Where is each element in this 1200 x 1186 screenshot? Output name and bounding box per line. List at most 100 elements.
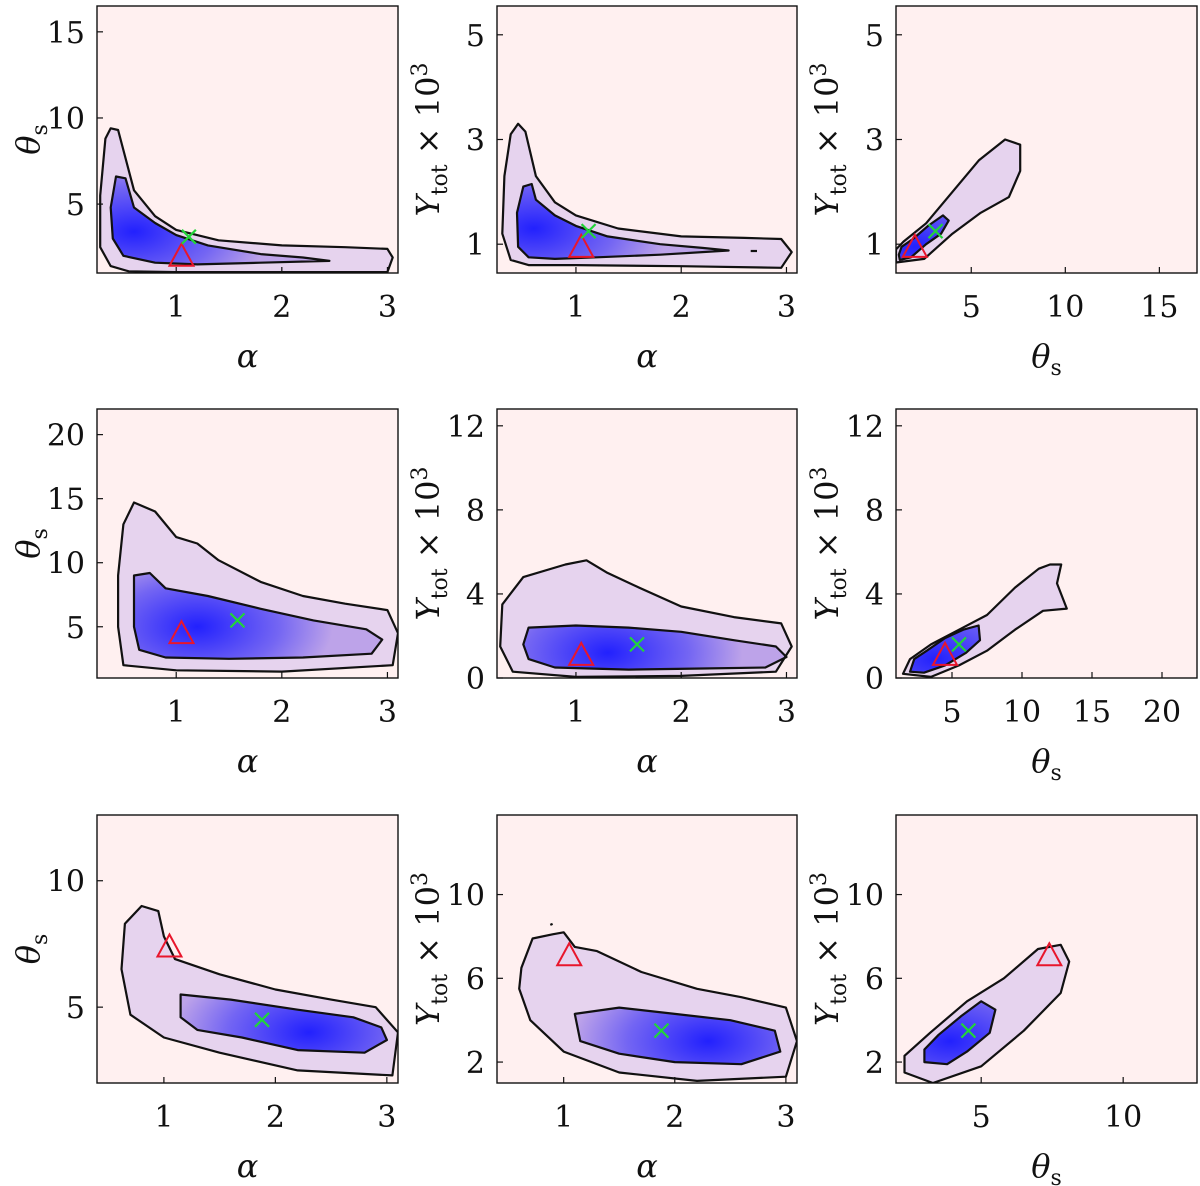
x-tick-label: 1 [566, 695, 585, 730]
x-axis-label: α [636, 337, 658, 375]
cross-marker [580, 223, 597, 239]
contours [116, 501, 398, 673]
panel-row3-col3: 5 10 2 6 10 θs Ytot × 103 [807, 814, 1198, 1186]
contour-inner [522, 624, 788, 671]
x-axis-label: α [237, 742, 259, 780]
x-axis-label: α [636, 1147, 658, 1185]
y-axis-label: Ytot × 103 [408, 872, 453, 1026]
cross-marker [254, 1012, 270, 1028]
y-tick-label: 5 [865, 19, 884, 54]
x-tick-label: 3 [776, 1100, 795, 1135]
x-tick-label: 1 [566, 290, 585, 325]
x-tick-label: 1 [154, 1100, 173, 1135]
contour-inner [573, 1006, 782, 1066]
x-tick-label: 2 [272, 695, 291, 730]
x-tick-label: 3 [378, 695, 397, 730]
y-tick-label: 6 [865, 962, 884, 997]
cross-marker [951, 636, 967, 653]
y-tick-label: 0 [865, 662, 884, 697]
x-tick-label: 20 [1143, 695, 1181, 730]
x-tick-label: 2 [665, 1100, 684, 1135]
x-axis-label: θs [1031, 742, 1062, 786]
x-tick-label: 2 [266, 1100, 285, 1135]
density-layer [904, 944, 1070, 1083]
contour-outer [120, 904, 398, 1077]
triangle-marker [167, 619, 196, 645]
y-axis-label: Ytot × 103 [408, 63, 453, 217]
y-tick-label: 15 [47, 483, 85, 518]
density-peak [898, 215, 949, 260]
x-tick-label: 3 [378, 290, 397, 325]
contour-outer [518, 931, 797, 1083]
y-tick-label: 5 [66, 991, 85, 1026]
contour-inner [908, 624, 982, 674]
y-tick-label: 15 [47, 16, 85, 51]
contour-outer [901, 563, 1068, 678]
x-tick-label: 15 [1073, 695, 1111, 730]
plot-frame [895, 408, 1198, 679]
panel-row2-col1: 1 2 3 5 10 15 20 α θs [9, 408, 399, 780]
contour-outer [896, 138, 1022, 264]
y-tick-label: 3 [466, 124, 485, 159]
panel-row1-col3: 5 10 15 1 3 5 θs Ytot × 103 [807, 5, 1198, 381]
y-tick-label: 2 [466, 1046, 485, 1081]
contour-inner [923, 1000, 997, 1066]
plot-background [896, 409, 1197, 678]
y-tick-label: 8 [865, 494, 884, 529]
plot-frame [496, 408, 798, 679]
cross-marker [229, 612, 246, 629]
y-axis-label: Ytot × 103 [807, 467, 852, 621]
contour-outer [116, 501, 398, 673]
contour-inner [132, 571, 384, 660]
y-tick-label: 5 [466, 19, 485, 54]
cross-marker [629, 636, 645, 653]
x-tick-label: 5 [942, 695, 961, 730]
panel-row1-col2: 1 2 3 1 3 5 α Ytot × 103 [408, 5, 798, 375]
x-axis-label: α [237, 1147, 259, 1185]
y-axis-label: θs [9, 124, 53, 155]
y-axis-label: Ytot × 103 [807, 63, 852, 217]
contour-outer [501, 122, 793, 269]
panel-row1-col1: 1 2 3 5 10 15 α θs [9, 5, 399, 375]
contour-inner [109, 175, 331, 266]
y-tick-label: 4 [865, 578, 884, 613]
contours [518, 922, 797, 1083]
contours [499, 559, 793, 678]
y-tick-label: 12 [447, 410, 485, 445]
y-tick-label: 10 [47, 547, 85, 582]
y-tick-label: 12 [846, 410, 884, 445]
y-tick-label: 10 [47, 865, 85, 900]
x-tick-label: 1 [167, 695, 186, 730]
contour-outer [903, 943, 1071, 1083]
plot-frame [96, 814, 399, 1084]
contour-inner [515, 182, 730, 260]
x-tick-label: 10 [1003, 695, 1041, 730]
contour-inner [897, 214, 950, 261]
contours [901, 563, 1068, 678]
contour-outer [99, 127, 394, 273]
y-axis-label: θs [9, 528, 53, 559]
x-tick-label: 3 [777, 695, 796, 730]
x-tick-label: 10 [1104, 1100, 1142, 1135]
cross-marker [927, 223, 944, 239]
contour-outer [499, 559, 793, 678]
plot-background [896, 6, 1197, 273]
y-tick-label: 4 [466, 578, 485, 613]
y-tick-label: 3 [865, 124, 884, 159]
cross-marker [181, 229, 197, 245]
panel-row3-col1: 1 2 3 5 10 α θs [9, 814, 399, 1185]
triangle-marker [1035, 941, 1064, 967]
y-tick-label: 0 [466, 662, 485, 697]
x-tick-label: 1 [554, 1100, 573, 1135]
plot-frame [96, 5, 399, 274]
triangle-marker [567, 232, 595, 258]
triangle-marker [901, 232, 929, 258]
density-peak [924, 1001, 996, 1065]
y-tick-label: 20 [47, 419, 85, 454]
contour-island [549, 922, 554, 926]
y-axis-label: Ytot × 103 [807, 872, 852, 1026]
x-tick-label: 15 [1140, 290, 1178, 325]
x-axis-label: α [636, 742, 658, 780]
x-tick-label: 2 [672, 695, 691, 730]
